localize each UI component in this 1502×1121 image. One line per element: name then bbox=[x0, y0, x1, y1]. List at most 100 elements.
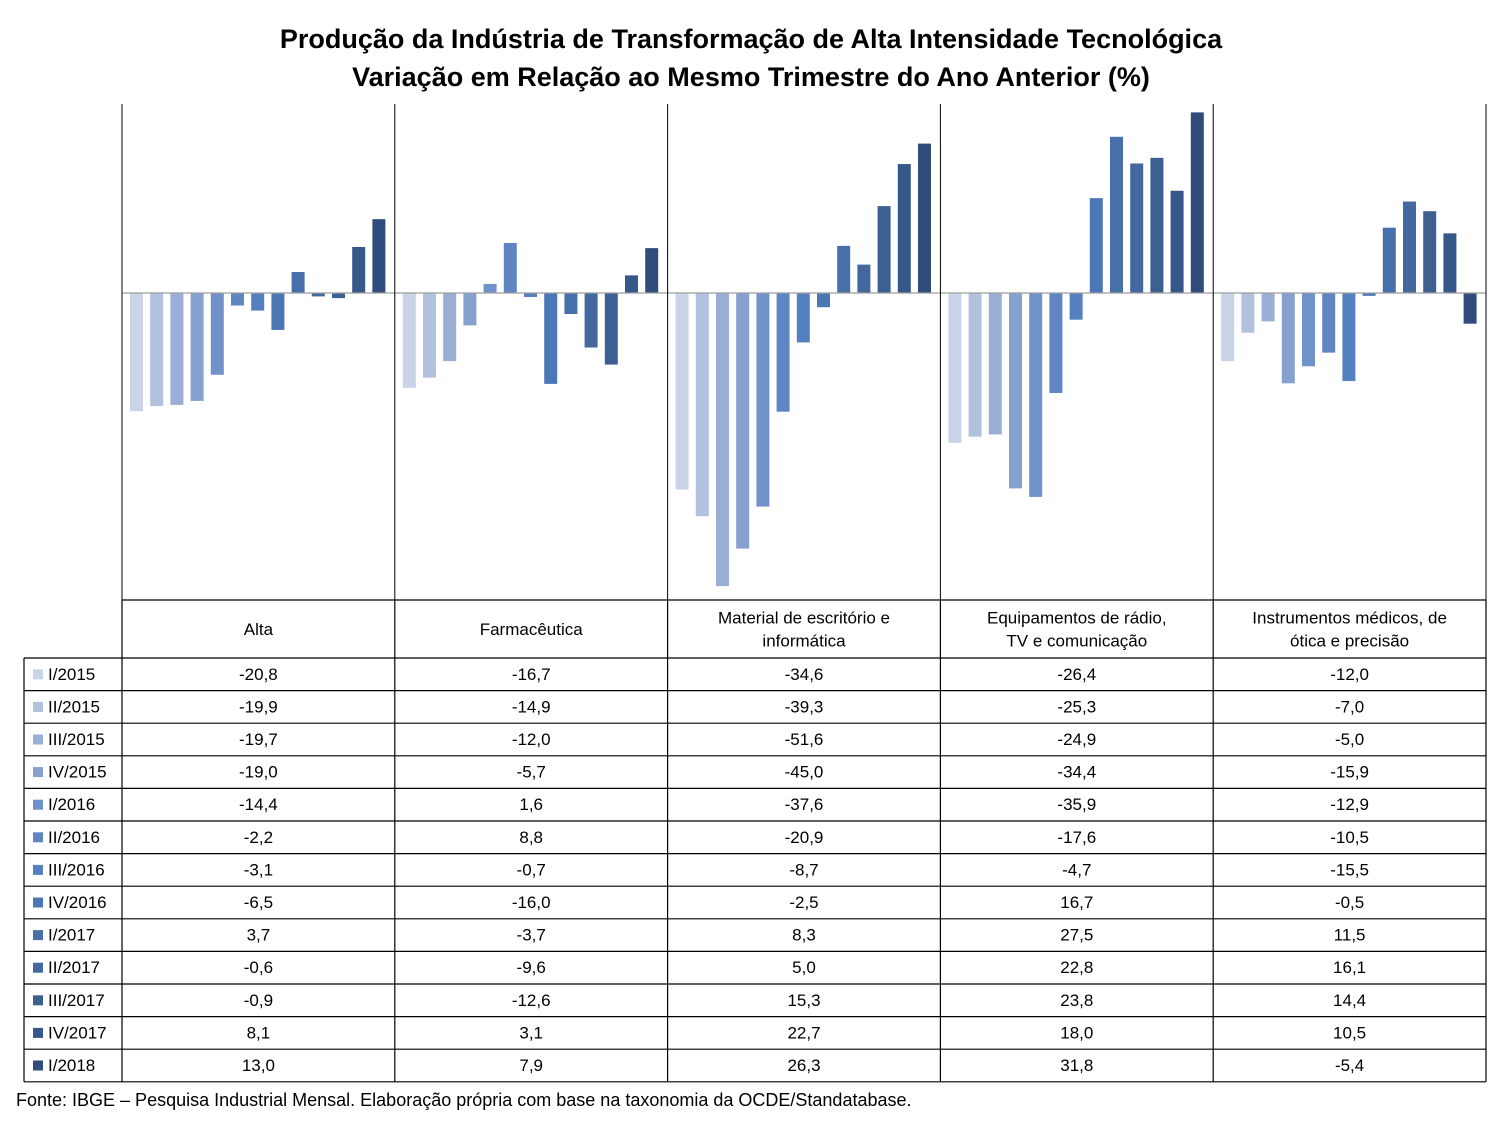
bar bbox=[503, 243, 517, 293]
data-label: -17,6 bbox=[1057, 828, 1096, 847]
legend-label: IV/2015 bbox=[48, 763, 107, 782]
legend-label: II/2016 bbox=[48, 828, 100, 847]
bar bbox=[251, 293, 265, 311]
bar bbox=[443, 293, 457, 362]
legend-swatch bbox=[33, 832, 43, 843]
category-header: Equipamentos de rádio, TV e comunicação bbox=[987, 609, 1167, 651]
bar bbox=[736, 293, 750, 549]
bar bbox=[1302, 293, 1315, 367]
bar bbox=[1241, 293, 1255, 333]
bar bbox=[796, 293, 810, 343]
bar bbox=[776, 293, 790, 412]
bar bbox=[352, 246, 366, 293]
bar bbox=[463, 293, 477, 326]
bar bbox=[1322, 293, 1336, 353]
data-label: -0,6 bbox=[244, 958, 273, 977]
data-label: -5,0 bbox=[1335, 730, 1364, 749]
bar bbox=[1170, 190, 1184, 293]
bar bbox=[402, 293, 416, 388]
data-label: -12,0 bbox=[512, 730, 551, 749]
bar bbox=[604, 293, 618, 365]
bar bbox=[1009, 293, 1022, 489]
bar bbox=[372, 219, 386, 293]
data-label: -0,9 bbox=[244, 991, 273, 1010]
bar bbox=[332, 293, 345, 299]
legend-label: III/2017 bbox=[48, 991, 105, 1010]
data-label: -16,7 bbox=[512, 665, 551, 684]
data-label: 15,3 bbox=[787, 991, 820, 1010]
legend-label: IV/2016 bbox=[48, 893, 107, 912]
bar bbox=[130, 293, 143, 412]
legend-swatch bbox=[33, 799, 43, 810]
data-label: -35,9 bbox=[1057, 795, 1096, 814]
bar bbox=[716, 293, 729, 587]
legend-label: I/2015 bbox=[48, 665, 95, 684]
data-label: -19,9 bbox=[239, 697, 278, 716]
data-label: 8,8 bbox=[519, 828, 543, 847]
data-label: -2,5 bbox=[789, 893, 818, 912]
bar bbox=[1110, 136, 1123, 293]
bar bbox=[918, 143, 931, 293]
data-label: -15,5 bbox=[1330, 860, 1369, 879]
data-label: -26,4 bbox=[1057, 665, 1096, 684]
bar bbox=[675, 293, 689, 490]
data-label: 13,0 bbox=[242, 1056, 275, 1075]
bar bbox=[1130, 163, 1144, 293]
bar-chart-with-data-table: Alta Farmacêutica Material de escritório e… bbox=[23, 104, 1487, 1083]
legend-swatch bbox=[33, 1060, 43, 1071]
bar bbox=[897, 164, 911, 293]
legend-swatch bbox=[33, 1027, 43, 1038]
data-label: -12,0 bbox=[1330, 665, 1369, 684]
bar bbox=[1423, 211, 1437, 293]
data-label: -14,4 bbox=[239, 795, 278, 814]
bar bbox=[524, 293, 537, 297]
data-label: -3,1 bbox=[244, 860, 273, 879]
bar bbox=[210, 293, 224, 375]
data-label: -39,3 bbox=[785, 697, 824, 716]
bar bbox=[291, 271, 305, 293]
category-header: Alta bbox=[244, 620, 274, 639]
category-header: Instrumentos médicos, de ótica e precisão bbox=[1252, 609, 1447, 651]
legend-label: II/2015 bbox=[48, 697, 100, 716]
bar bbox=[948, 293, 962, 443]
bar bbox=[1049, 293, 1063, 393]
data-label: 22,8 bbox=[1060, 958, 1093, 977]
bar bbox=[695, 293, 709, 517]
bar bbox=[1382, 227, 1396, 293]
data-label: -0,5 bbox=[1335, 893, 1364, 912]
legend-label: I/2016 bbox=[48, 795, 95, 814]
data-label: -24,9 bbox=[1057, 730, 1096, 749]
legend-swatch bbox=[33, 734, 43, 745]
data-label: 3,1 bbox=[519, 1023, 543, 1042]
bar bbox=[756, 293, 770, 507]
legend-label: IV/2017 bbox=[48, 1023, 107, 1042]
data-label: -37,6 bbox=[785, 795, 824, 814]
data-label: 14,4 bbox=[1333, 991, 1366, 1010]
bar bbox=[837, 245, 851, 293]
legend-label: I/2018 bbox=[48, 1056, 95, 1075]
bar bbox=[544, 293, 558, 384]
data-label: -19,7 bbox=[239, 730, 278, 749]
data-label: -16,0 bbox=[512, 893, 551, 912]
legend-swatch bbox=[33, 701, 43, 712]
bar bbox=[564, 293, 578, 315]
data-label: 31,8 bbox=[1060, 1056, 1093, 1075]
data-label: 16,7 bbox=[1060, 893, 1093, 912]
bar bbox=[1342, 293, 1356, 382]
category-header: Farmacêutica bbox=[480, 620, 584, 639]
source-note: Fonte: IBGE – Pesquisa Industrial Mensal… bbox=[16, 1090, 912, 1110]
data-label: 18,0 bbox=[1060, 1023, 1093, 1042]
legend-swatch bbox=[33, 669, 43, 680]
bar bbox=[1221, 293, 1235, 362]
bar bbox=[645, 248, 659, 293]
data-label: 8,3 bbox=[792, 926, 816, 945]
data-label: -34,6 bbox=[785, 665, 824, 684]
data-label: -25,3 bbox=[1057, 697, 1096, 716]
data-label: -10,5 bbox=[1330, 828, 1369, 847]
data-label: 23,8 bbox=[1060, 991, 1093, 1010]
bar bbox=[150, 293, 164, 407]
data-label: -6,5 bbox=[244, 893, 273, 912]
bar bbox=[584, 293, 598, 348]
bar bbox=[1463, 293, 1477, 324]
legend-swatch bbox=[33, 864, 43, 875]
